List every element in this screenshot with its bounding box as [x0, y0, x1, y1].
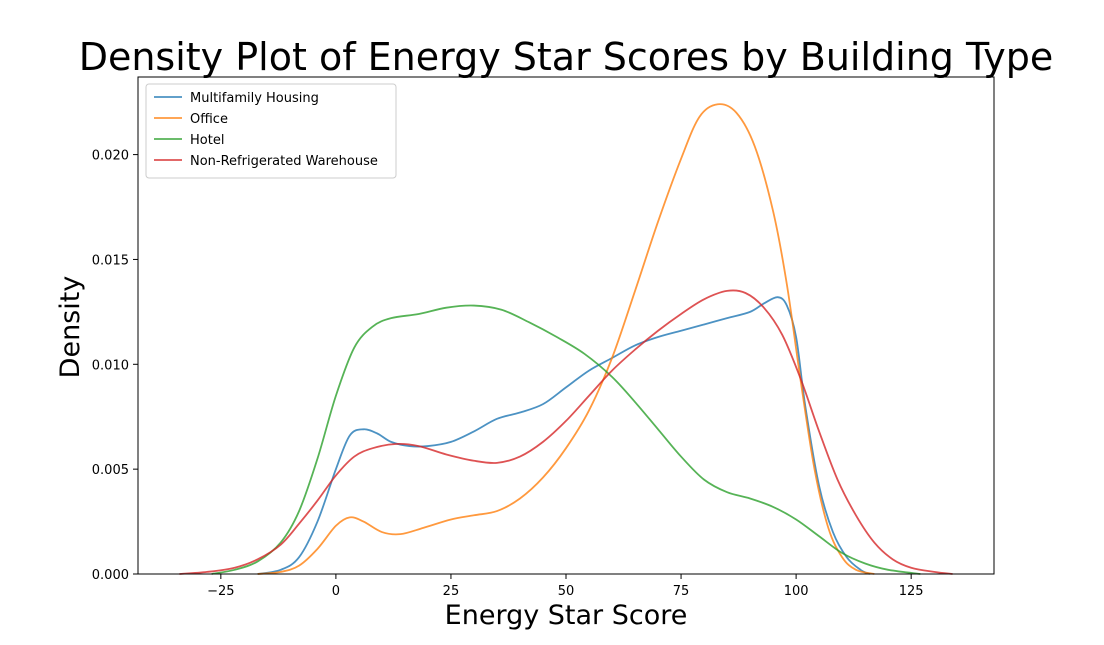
- series-line-non-refrigerated-warehouse: [179, 289, 953, 575]
- series-line-hotel: [211, 304, 921, 575]
- legend-entry-label: Hotel: [190, 133, 224, 148]
- y-tick-label: 0.020: [92, 149, 129, 164]
- x-axis-label: Energy Star Score: [445, 600, 688, 631]
- legend: Multifamily Housing Office Hotel Non-Refrig…: [145, 83, 397, 179]
- y-axis-label: Density: [55, 276, 86, 379]
- x-tick-label: 100: [784, 584, 809, 599]
- legend-entry-label: Multifamily Housing: [190, 91, 319, 106]
- x-tick-label: 75: [673, 584, 690, 599]
- y-tick-label: 0.005: [92, 463, 129, 478]
- legend-box: [145, 83, 397, 179]
- x-tick-label: 0: [332, 584, 340, 599]
- series-line-multifamily-housing: [257, 296, 871, 575]
- y-tick-label: 0.015: [92, 253, 129, 268]
- series-line-office: [257, 103, 875, 575]
- x-tick-label: 50: [558, 584, 575, 599]
- x-tick-label: 125: [899, 584, 924, 599]
- axes: −25 0 25 50 75 100 125 0.000 0.005 0.010 0.015 0.02…: [92, 76, 995, 599]
- series-lines: [179, 103, 953, 575]
- legend-entry-label: Non-Refrigerated Warehouse: [190, 154, 378, 169]
- chart-title: Density Plot of Energy Star Scores by Bu…: [79, 35, 1054, 79]
- x-tick-label: −25: [207, 584, 234, 599]
- y-tick-label: 0.010: [92, 358, 129, 373]
- x-tick-label: 25: [443, 584, 460, 599]
- y-tick-label: 0.000: [92, 568, 129, 583]
- legend-entry-label: Office: [190, 112, 228, 127]
